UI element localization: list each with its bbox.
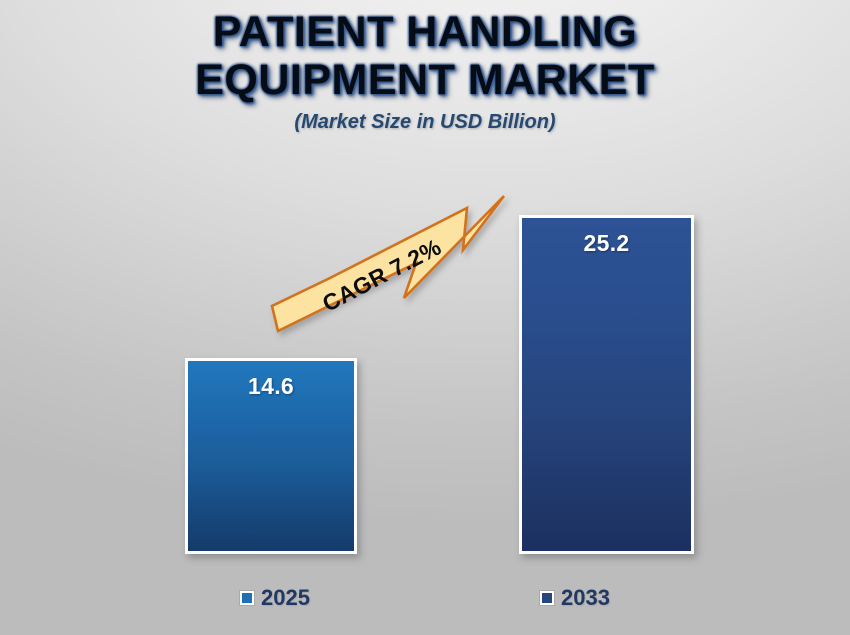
legend-swatch-icon-2025 [240,591,254,605]
title-block: PATIENT HANDLING EQUIPMENT MARKET (Marke… [0,8,850,134]
legend-item-2025[interactable]: 2025 [240,585,310,611]
bar-2025[interactable]: 14.6 [185,358,357,554]
legend-item-2033[interactable]: 2033 [540,585,610,611]
bar-value-2025: 14.6 [248,373,294,399]
bar-2033[interactable]: 25.2 [519,215,694,554]
legend-swatch-icon-2033 [540,591,554,605]
legend: 2025 2033 [0,585,850,617]
cagr-label: CAGR 7.2% [318,233,446,317]
bar-value-2033: 25.2 [583,230,630,256]
legend-label-2025: 2025 [261,585,310,610]
legend-label-2033: 2033 [561,585,610,610]
chart-title: PATIENT HANDLING EQUIPMENT MARKET [195,8,655,105]
chart-subtitle: (Market Size in USD Billion) [294,111,556,134]
